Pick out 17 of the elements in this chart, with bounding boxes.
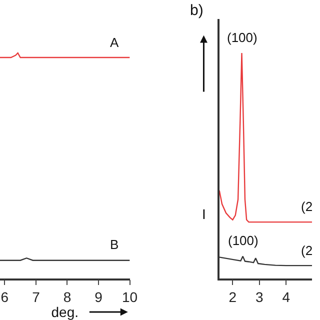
y-axis-title: I [202, 206, 206, 222]
annotation: B [110, 237, 119, 252]
x-axis-title: deg. [51, 304, 79, 320]
x-tick-label: 2 [228, 288, 237, 305]
x-tick-label: 6 [0, 288, 9, 305]
annotation: (2 [301, 243, 313, 258]
annotation: (2 [301, 199, 313, 214]
x-tick-label: 9 [94, 288, 103, 305]
annotation: (100) [228, 233, 258, 248]
x-tick-label: 8 [63, 288, 72, 305]
annotation: A [110, 35, 119, 50]
x-tick-label: 10 [122, 288, 138, 305]
x-tick-label: 3 [256, 288, 264, 305]
text: b) [190, 2, 204, 19]
x-tick-label: 4 [282, 288, 290, 305]
annotation: (100) [227, 30, 258, 45]
x-tick-label: 7 [32, 288, 40, 305]
